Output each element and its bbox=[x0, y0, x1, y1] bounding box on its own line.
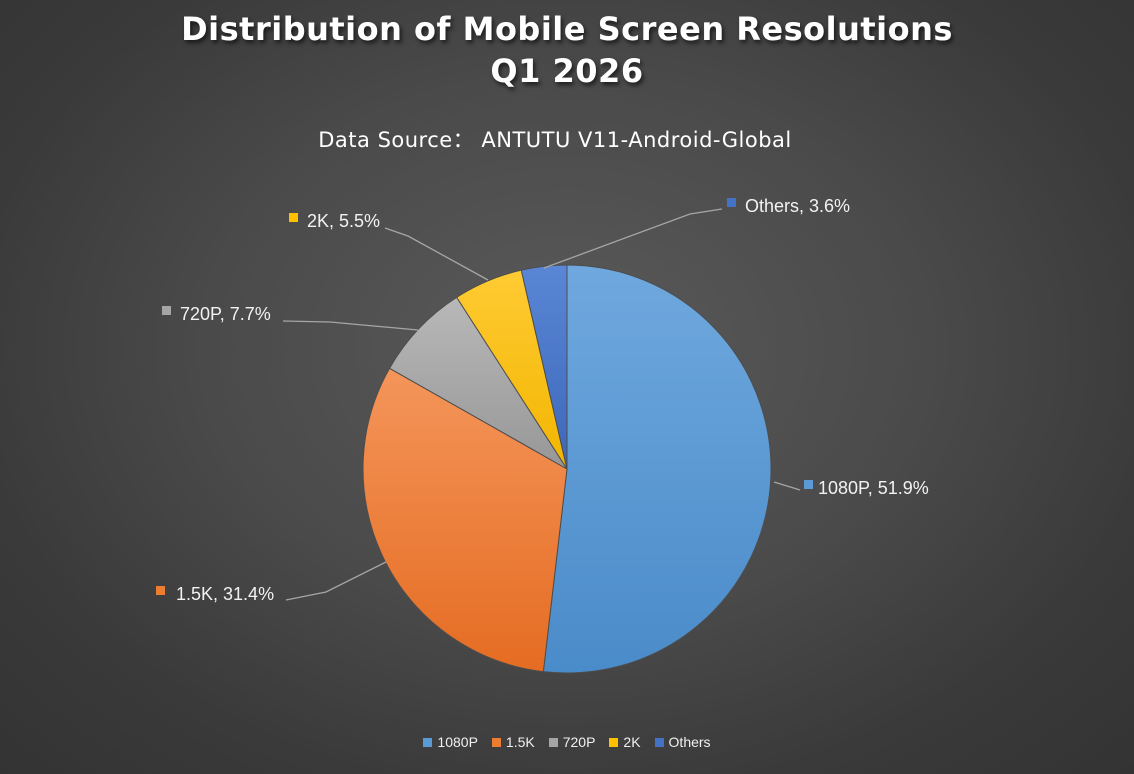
data-label-others: Others, 3.6% bbox=[745, 196, 850, 216]
chart-subtitle: Data Source： ANTUTU V11-Android-Global bbox=[318, 128, 792, 152]
data-label-key-2k bbox=[289, 213, 298, 222]
data-label-1-5k: 1.5K, 31.4% bbox=[176, 584, 274, 604]
legend-label-others: Others bbox=[668, 734, 711, 750]
pie-slice-others bbox=[520, 264, 568, 470]
legend-label-720p: 720P bbox=[562, 734, 596, 750]
chart-title-line-1: Distribution of Mobile Screen Resolution… bbox=[181, 10, 953, 48]
pie-slice-1080p bbox=[542, 264, 772, 674]
data-label-2k: 2K, 5.5% bbox=[307, 211, 380, 231]
legend-item-1080p: 1080P bbox=[423, 734, 478, 750]
legend-label-2k: 2K bbox=[623, 734, 641, 750]
chart-legend: 1080P 1.5K 720P 2K Others bbox=[0, 734, 1134, 750]
legend-label-1-5k: 1.5K bbox=[505, 734, 535, 750]
leader-line-1-5k bbox=[285, 561, 387, 601]
chart-title: Distribution of Mobile Screen Resolution… bbox=[0, 8, 1134, 92]
data-label-key-1-5k bbox=[156, 586, 165, 595]
legend-swatch-others bbox=[654, 737, 664, 747]
pie-slice-720p bbox=[388, 296, 568, 470]
data-label-720p: 720P, 7.7% bbox=[180, 304, 271, 324]
data-label-key-others bbox=[727, 198, 736, 207]
leader-line-1080p bbox=[773, 481, 801, 491]
legend-item-others: Others bbox=[654, 734, 711, 750]
legend-swatch-1080p bbox=[423, 737, 433, 747]
leader-line-720p bbox=[282, 320, 419, 331]
legend-swatch-1-5k bbox=[491, 737, 501, 747]
data-label-1080p: 1080P, 51.9% bbox=[818, 478, 929, 498]
data-label-key-720p bbox=[162, 306, 171, 315]
legend-swatch-720p bbox=[548, 737, 558, 747]
data-label-key-1080p bbox=[804, 480, 813, 489]
legend-swatch-2k bbox=[609, 737, 619, 747]
leader-line-2k bbox=[384, 227, 489, 281]
legend-item-2k: 2K bbox=[609, 734, 641, 750]
legend-item-1-5k: 1.5K bbox=[491, 734, 535, 750]
legend-label-1080p: 1080P bbox=[437, 734, 478, 750]
legend-item-720p: 720P bbox=[548, 734, 596, 750]
chart-title-line-2: Q1 2026 bbox=[490, 52, 644, 90]
leader-line-others bbox=[543, 208, 723, 269]
pie-slice-1-5k bbox=[362, 367, 568, 673]
